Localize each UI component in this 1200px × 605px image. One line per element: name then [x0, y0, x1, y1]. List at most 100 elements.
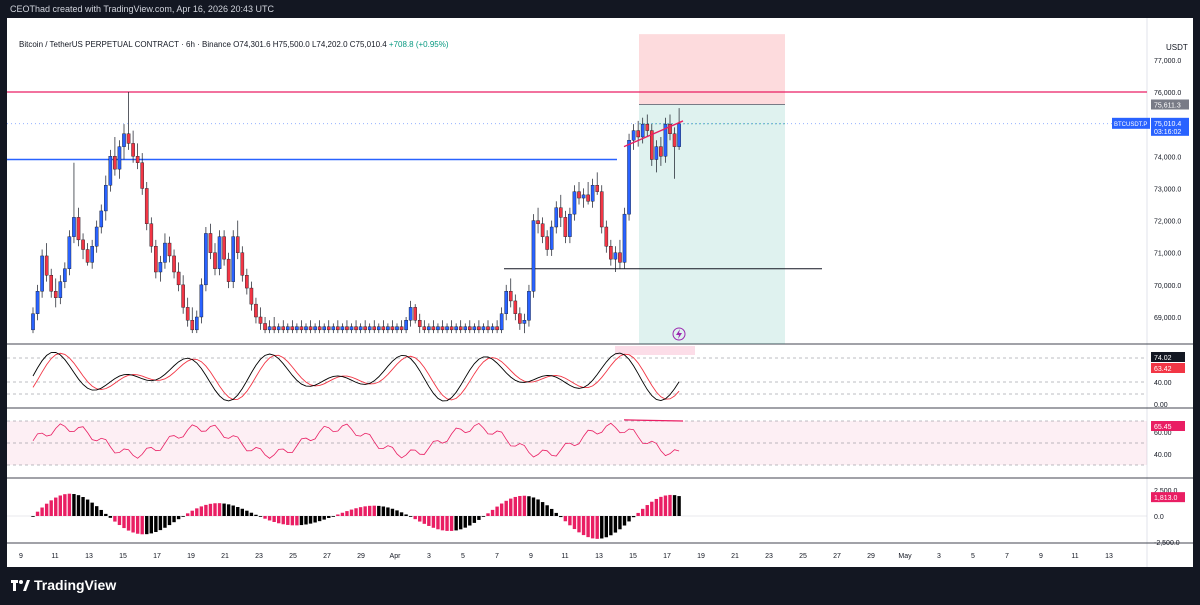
time-tick-label: 11	[1071, 553, 1078, 560]
hist-bar	[145, 516, 149, 535]
hist-bar	[654, 498, 659, 516]
candle-body	[222, 236, 226, 260]
hist-bar	[427, 516, 431, 526]
candle-body	[345, 326, 349, 331]
candle-body	[363, 326, 367, 331]
hist-bar	[659, 496, 663, 516]
symbol-tag	[1112, 117, 1150, 129]
hist-bar	[295, 516, 299, 526]
hist-bar	[249, 512, 254, 516]
candle-body	[331, 326, 336, 331]
candle-body	[94, 226, 99, 247]
candle-body	[245, 275, 249, 289]
hist-bar	[518, 495, 522, 516]
hist-bar	[436, 516, 440, 530]
candle-body	[490, 326, 495, 331]
hist-bar	[81, 497, 85, 516]
candle-body	[99, 210, 104, 228]
time-tick-label: 27	[323, 553, 331, 560]
candle-body	[386, 326, 390, 331]
stoch-k-line	[32, 351, 680, 402]
time-tick-label: 13	[595, 553, 603, 560]
candle-body	[595, 185, 599, 192]
hist-bar	[604, 516, 608, 538]
candle-body	[486, 326, 490, 331]
hist-bar	[140, 516, 144, 535]
candle-body	[286, 326, 290, 331]
hist-bar	[340, 512, 345, 516]
candle-body	[217, 236, 222, 269]
candle-body	[399, 326, 404, 331]
candle-body	[103, 185, 108, 212]
trendline-red	[623, 120, 684, 148]
hist-bar	[459, 516, 463, 530]
time-tick-label: 19	[697, 553, 705, 560]
time-tick-label: 15	[119, 553, 127, 560]
hist-bar	[226, 504, 231, 516]
time-tick-label: 5	[971, 553, 975, 560]
candle-body	[72, 217, 76, 237]
hist-bar	[190, 510, 194, 516]
hist-bar	[636, 512, 640, 516]
price-tick-label: 70,000.0	[1154, 283, 1181, 290]
time-tick-label: 3	[937, 553, 941, 560]
hist-bar	[559, 516, 563, 518]
hist-bar	[645, 505, 649, 516]
candle-body	[477, 326, 481, 331]
hist-bar	[499, 503, 504, 516]
hist-bar	[386, 507, 390, 516]
hist-bar	[363, 506, 367, 516]
candle-body	[495, 326, 499, 331]
hist-bar	[504, 500, 508, 516]
hist-bar	[495, 506, 499, 516]
candle-body	[431, 326, 436, 331]
hist-bar	[95, 506, 99, 516]
candle-body	[299, 326, 304, 331]
hist-bar	[563, 516, 568, 522]
time-tick-label: 7	[1005, 553, 1009, 560]
candle-body	[108, 156, 113, 186]
candle-body	[31, 313, 35, 331]
price-tick-label: 73,000.0	[1154, 186, 1181, 193]
hist-bar	[327, 516, 331, 518]
rsi-tick-label: 60.00	[1154, 430, 1172, 437]
chart-canvas[interactable]: 77,000.076,000.075,000.074,000.073,000.0…	[7, 18, 1193, 567]
currency-label[interactable]: USDT	[1166, 43, 1188, 52]
candle-body	[185, 307, 190, 321]
candle-body	[463, 326, 468, 331]
hist-bar	[72, 494, 76, 516]
hist-bar	[627, 516, 631, 522]
hist-bar	[331, 516, 335, 517]
time-tick-label: 25	[289, 553, 297, 560]
candle-body	[117, 146, 122, 170]
candle-body	[468, 326, 472, 331]
time-tick-label: 23	[765, 553, 773, 560]
last-price-label: 75,010.4	[1154, 121, 1181, 128]
candle-body	[276, 326, 281, 331]
time-tick-label: 19	[187, 553, 195, 560]
candle-body	[313, 326, 317, 331]
hist-bar	[449, 516, 454, 531]
hist-bar	[618, 516, 622, 530]
hist-bar	[154, 516, 158, 533]
stoch-tick-label: 0.00	[1154, 402, 1168, 409]
hist-bar	[622, 516, 627, 526]
hist-bar	[477, 516, 481, 520]
candle-body	[377, 326, 381, 331]
candle-body	[627, 140, 631, 215]
hist-bar	[272, 516, 276, 522]
chart-area[interactable]: 77,000.076,000.075,000.074,000.073,000.0…	[7, 18, 1193, 567]
hist-bar	[163, 516, 167, 528]
candle-body	[472, 326, 477, 331]
candle-body	[677, 123, 681, 147]
candle-body	[445, 326, 449, 331]
candle-body	[659, 146, 663, 157]
legend-change: +708.8 (+0.95%)	[388, 40, 449, 49]
candle-body	[436, 326, 440, 331]
time-tick-label: 27	[833, 553, 841, 560]
hist-bar	[49, 500, 53, 516]
hist-bar	[176, 516, 181, 520]
hist-bar	[104, 513, 108, 516]
rsi-line	[32, 422, 680, 459]
